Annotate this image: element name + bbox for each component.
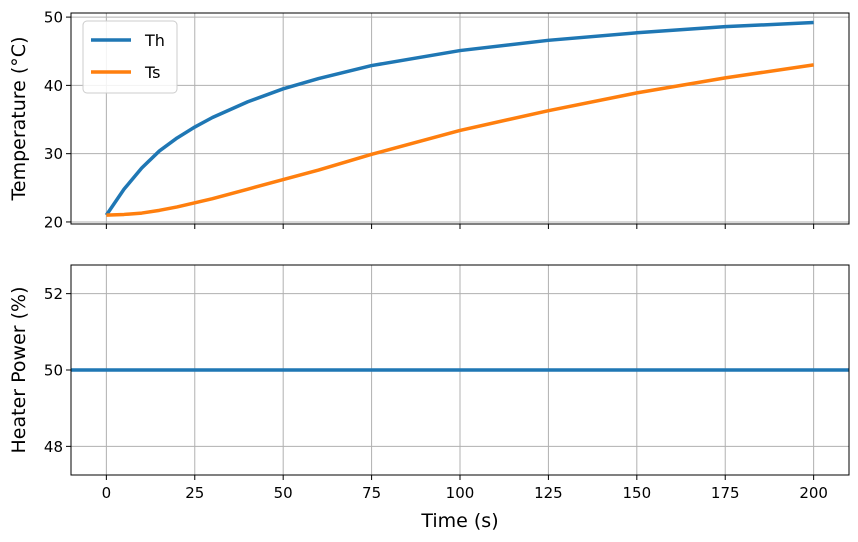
y-tick-label: 20 <box>44 213 63 231</box>
y-tick-label: 30 <box>44 145 63 163</box>
x-tick-label: 100 <box>446 484 475 502</box>
y-tick-label: 50 <box>44 9 63 27</box>
y-tick-label: 48 <box>44 438 63 456</box>
x-tick-label: 150 <box>622 484 651 502</box>
y-tick-label: 52 <box>44 285 63 303</box>
x-axis-label: Time (s) <box>420 510 498 532</box>
y-tick-label: 50 <box>44 362 63 380</box>
x-tick-label: 200 <box>799 484 828 502</box>
x-tick-label: 0 <box>102 484 112 502</box>
heater-power-chart: 0 25 50 75 100 125 150 175 200 48 50 52 Heater Power… <box>8 264 850 532</box>
x-tick-label: 125 <box>534 484 563 502</box>
x-tick-label: 25 <box>185 484 204 502</box>
x-tick-label: 50 <box>274 484 293 502</box>
temperature-chart: 20 30 40 50 Temperature (°C) Th Ts <box>8 9 850 231</box>
y-axis-label: Heater Power (%) <box>8 287 30 454</box>
y-axis-label: Temperature (°C) <box>8 37 30 202</box>
series-line-ts <box>106 63 814 217</box>
y-tick-label: 40 <box>44 77 63 95</box>
legend-label: Th <box>144 31 165 50</box>
x-tick-label: 75 <box>362 484 381 502</box>
series-line-th <box>104 20 814 217</box>
legend-label: Ts <box>144 63 160 82</box>
legend: Th Ts <box>82 20 178 94</box>
x-tick-label: 175 <box>711 484 740 502</box>
